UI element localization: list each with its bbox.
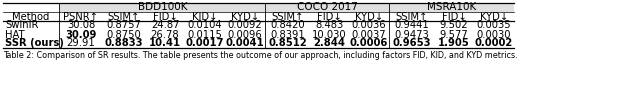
Text: 0.0092: 0.0092 [228,20,262,30]
Text: 0.0030: 0.0030 [477,30,511,40]
Text: 0.0017: 0.0017 [186,38,224,48]
Text: 26.78: 26.78 [150,30,179,40]
Text: KYD↓: KYD↓ [480,12,508,22]
Bar [266,3,389,12]
Text: Method: Method [12,12,50,22]
Text: 0.0041: 0.0041 [226,38,264,48]
Text: 9.502: 9.502 [440,20,468,30]
Text: 2.844: 2.844 [313,38,345,48]
Text: 0.0036: 0.0036 [352,20,387,30]
Text: 0.8750: 0.8750 [106,30,141,40]
Text: 0.0115: 0.0115 [188,30,223,40]
Text: PSNR↑: PSNR↑ [63,12,99,22]
Text: 0.8391: 0.8391 [270,30,305,40]
Text: 8.483: 8.483 [315,20,343,30]
Bar [390,3,514,12]
Text: 0.0006: 0.0006 [350,38,388,48]
Text: SSIM↑: SSIM↑ [396,12,428,22]
Text: FID↓: FID↓ [317,12,341,22]
Text: 0.9441: 0.9441 [395,20,429,30]
Text: 0.0002: 0.0002 [475,38,513,48]
Text: SSIM↑: SSIM↑ [108,12,140,22]
Text: 0.8420: 0.8420 [270,20,305,30]
Text: SSR (ours): SSR (ours) [5,38,64,48]
Text: 0.0096: 0.0096 [228,30,262,40]
Text: 0.8757: 0.8757 [106,20,141,30]
Text: 30.08: 30.08 [67,20,95,30]
Text: 0.0104: 0.0104 [188,20,222,30]
Text: 1.905: 1.905 [438,38,470,48]
Text: 0.0035: 0.0035 [477,20,511,30]
Text: MSRA10K: MSRA10K [428,2,477,12]
Text: KYD↓: KYD↓ [355,12,383,22]
Text: 29.91: 29.91 [67,38,95,48]
Text: SSIM↑: SSIM↑ [271,12,304,22]
Text: 0.9473: 0.9473 [395,30,429,40]
Text: 0.0037: 0.0037 [352,30,387,40]
Text: COCO 2017: COCO 2017 [297,2,358,12]
Text: 10.41: 10.41 [149,38,181,48]
Text: Table 2: Comparison of SR results. The table presents the outcome of our approac: Table 2: Comparison of SR results. The t… [3,51,518,60]
Text: KID↓: KID↓ [192,12,218,22]
Text: 10.030: 10.030 [312,30,346,40]
Text: FID↓: FID↓ [442,12,467,22]
Text: 24.87: 24.87 [151,20,179,30]
Text: HAT: HAT [5,30,24,40]
Text: SwinIR: SwinIR [5,20,38,30]
Text: KYD↓: KYD↓ [231,12,259,22]
Text: 9.577: 9.577 [440,30,468,40]
Text: 0.8512: 0.8512 [268,38,307,48]
Text: FID↓: FID↓ [152,12,177,22]
Text: 0.8833: 0.8833 [104,38,143,48]
Text: BDD100K: BDD100K [138,2,188,12]
Bar [60,3,265,12]
Text: 30.09: 30.09 [65,30,97,40]
Text: 0.9653: 0.9653 [393,38,431,48]
